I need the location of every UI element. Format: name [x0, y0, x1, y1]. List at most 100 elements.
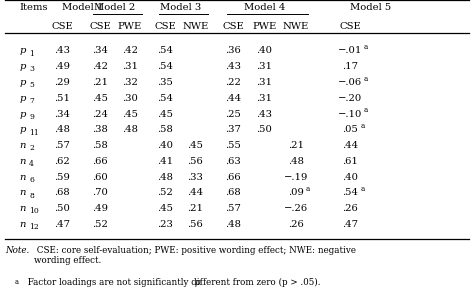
Text: p: p	[194, 278, 200, 287]
Text: .61: .61	[343, 157, 358, 166]
Text: 1: 1	[29, 50, 34, 58]
Text: .31: .31	[256, 78, 273, 87]
Text: CSE: CSE	[222, 22, 244, 31]
Text: .59: .59	[54, 173, 70, 182]
Text: .62: .62	[54, 157, 70, 166]
Text: a: a	[364, 43, 368, 51]
Text: .68: .68	[225, 189, 241, 198]
Text: 3: 3	[29, 65, 34, 73]
Text: .34: .34	[92, 47, 108, 56]
Text: .42: .42	[92, 62, 108, 71]
Text: .05: .05	[343, 125, 358, 134]
Text: n: n	[19, 220, 26, 229]
Text: p: p	[19, 94, 26, 103]
Text: .32: .32	[122, 78, 137, 87]
Text: .47: .47	[342, 220, 358, 229]
Text: .40: .40	[342, 173, 358, 182]
Text: n: n	[19, 204, 26, 213]
Text: a: a	[15, 278, 19, 286]
Text: p: p	[19, 62, 26, 71]
Text: Model 5: Model 5	[350, 3, 392, 12]
Text: 4: 4	[29, 160, 34, 168]
Text: .41: .41	[157, 157, 173, 166]
Text: .56: .56	[188, 157, 203, 166]
Text: Model 1: Model 1	[62, 3, 103, 12]
Text: Factor loadings are not significantly different from zero (​p​ > .05).: Factor loadings are not significantly di…	[25, 278, 321, 287]
Text: .45: .45	[92, 94, 108, 103]
Text: .48: .48	[288, 157, 304, 166]
Text: .25: .25	[225, 110, 241, 119]
Text: Items: Items	[19, 3, 48, 12]
Text: .54: .54	[157, 94, 173, 103]
Text: n: n	[19, 157, 26, 166]
Text: .66: .66	[92, 157, 108, 166]
Text: .48: .48	[54, 125, 70, 134]
Text: .48: .48	[157, 173, 173, 182]
Text: .26: .26	[343, 204, 358, 213]
Text: n: n	[19, 173, 26, 182]
Text: .44: .44	[225, 94, 241, 103]
Text: .33: .33	[188, 173, 203, 182]
Text: .09: .09	[288, 189, 304, 198]
Text: NWE: NWE	[182, 22, 209, 31]
Text: .37: .37	[225, 125, 241, 134]
Text: Note.: Note.	[5, 246, 30, 255]
Text: .43: .43	[225, 62, 241, 71]
Text: p: p	[19, 78, 26, 87]
Text: .47: .47	[54, 220, 70, 229]
Text: .51: .51	[54, 94, 70, 103]
Text: .48: .48	[225, 220, 241, 229]
Text: .60: .60	[92, 173, 108, 182]
Text: 6: 6	[29, 176, 34, 184]
Text: Model 3: Model 3	[160, 3, 201, 12]
Text: .57: .57	[225, 204, 241, 213]
Text: .43: .43	[256, 110, 273, 119]
Text: .68: .68	[54, 189, 70, 198]
Text: CSE: core self-evaluation; PWE: positive wording effect; NWE: negative
wording e: CSE: core self-evaluation; PWE: positive…	[34, 246, 356, 265]
Text: .54: .54	[157, 62, 173, 71]
Text: a: a	[306, 185, 310, 193]
Text: .21: .21	[92, 78, 108, 87]
Text: a: a	[364, 106, 368, 114]
Text: .30: .30	[122, 94, 137, 103]
Text: CSE: CSE	[339, 22, 361, 31]
Text: .44: .44	[187, 189, 203, 198]
Text: .31: .31	[256, 62, 273, 71]
Text: .54: .54	[342, 189, 358, 198]
Text: .40: .40	[157, 141, 173, 150]
Text: .63: .63	[225, 157, 241, 166]
Text: CSE: CSE	[155, 22, 176, 31]
Text: .52: .52	[157, 189, 173, 198]
Text: −.01: −.01	[338, 47, 363, 56]
Text: 2: 2	[29, 144, 34, 152]
Text: 7: 7	[29, 97, 34, 105]
Text: 11: 11	[29, 129, 39, 137]
Text: .23: .23	[157, 220, 173, 229]
Text: p: p	[19, 125, 26, 134]
Text: .56: .56	[188, 220, 203, 229]
Text: CSE: CSE	[51, 22, 73, 31]
Text: .26: .26	[288, 220, 304, 229]
Text: −.19: −.19	[284, 173, 308, 182]
Text: 12: 12	[29, 223, 39, 231]
Text: .57: .57	[54, 141, 70, 150]
Text: −.10: −.10	[338, 110, 363, 119]
Text: 5: 5	[29, 81, 34, 89]
Text: −.20: −.20	[338, 94, 363, 103]
Text: PWE: PWE	[252, 22, 276, 31]
Text: .35: .35	[157, 78, 173, 87]
Text: NWE: NWE	[283, 22, 309, 31]
Text: n: n	[19, 189, 26, 198]
Text: a: a	[364, 75, 368, 83]
Text: a: a	[361, 122, 365, 130]
Text: .58: .58	[157, 125, 173, 134]
Text: .66: .66	[226, 173, 241, 182]
Text: .55: .55	[225, 141, 241, 150]
Text: .40: .40	[256, 47, 273, 56]
Text: .31: .31	[122, 62, 138, 71]
Text: .29: .29	[54, 78, 70, 87]
Text: p: p	[19, 110, 26, 119]
Text: .43: .43	[54, 47, 70, 56]
Text: .21: .21	[187, 204, 203, 213]
Text: .36: .36	[225, 47, 241, 56]
